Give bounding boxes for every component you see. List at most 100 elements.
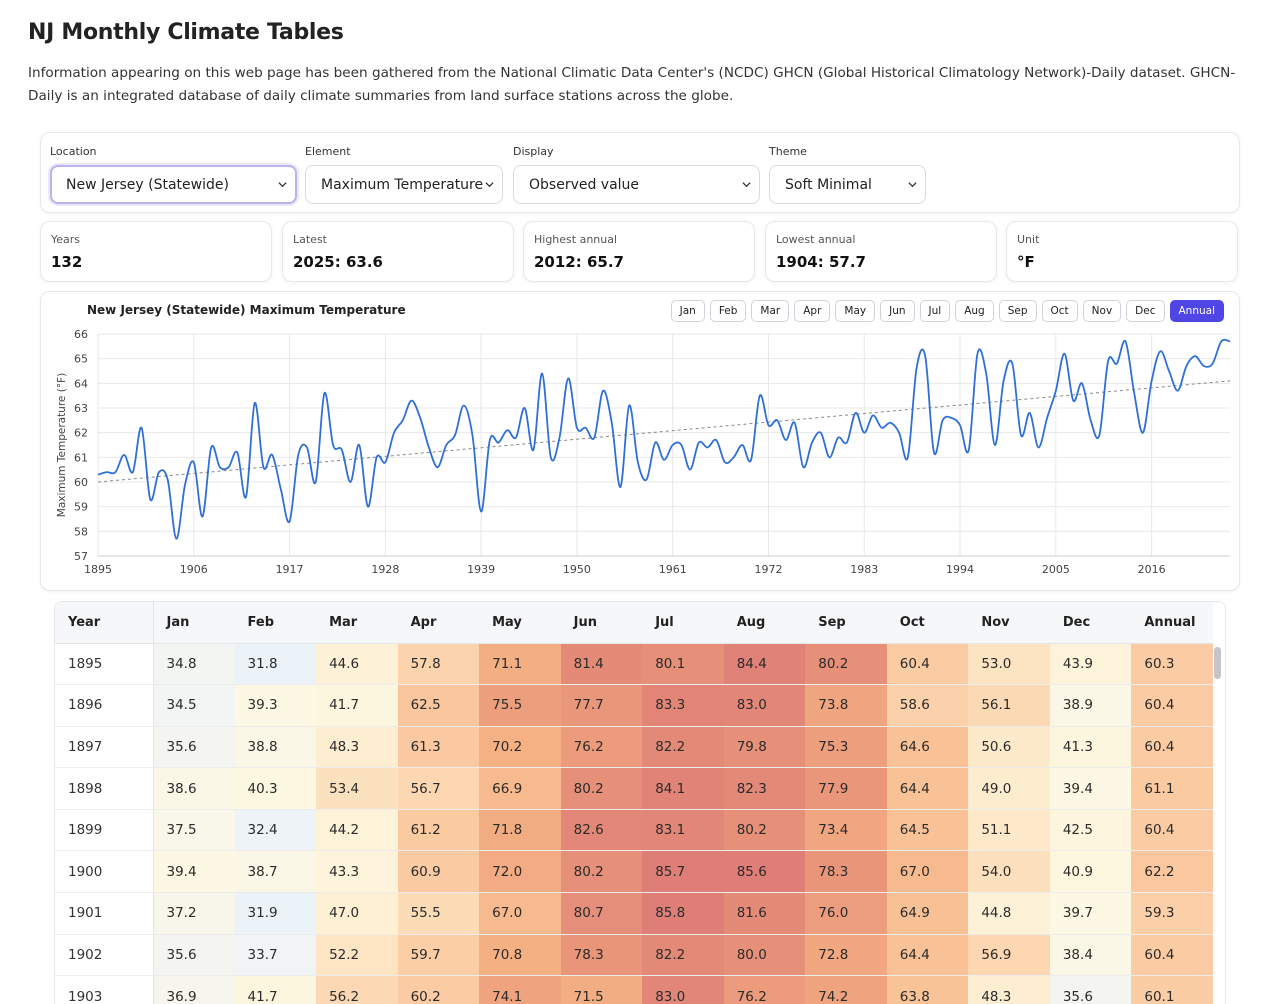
value-cell-apr: 57.8 (397, 643, 480, 686)
value-cell-jul: 83.3 (642, 684, 724, 727)
y-tick-label: 62 (74, 427, 88, 440)
theme-value: Soft Minimal (785, 176, 872, 193)
column-header-aug[interactable]: Aug (723, 602, 806, 644)
tab-sep[interactable]: Sep (998, 300, 1037, 322)
x-tick-label: 1906 (180, 563, 208, 576)
value-cell-jul: 85.7 (642, 850, 724, 894)
value-cell-nov: 56.9 (968, 934, 1050, 977)
column-header-apr[interactable]: Apr (397, 602, 480, 644)
element-select[interactable]: Maximum Temperature (305, 165, 503, 204)
column-header-jun[interactable]: Jun (560, 602, 643, 644)
table-row: 1900 39.4 38.7 43.3 60.9 72.0 80.2 85.7 85.6 78.3… (55, 850, 1213, 894)
column-header-jul[interactable]: Jul (642, 602, 724, 644)
value-cell-annual: 60.4 (1131, 684, 1213, 727)
tab-aug[interactable]: Aug (955, 300, 994, 322)
value-cell-apr: 61.2 (397, 809, 480, 852)
chevron-down-icon (908, 182, 917, 188)
stat-latest: Latest 2025: 63.6 (282, 221, 514, 282)
value-cell-dec: 39.4 (1049, 767, 1132, 810)
value-cell-oct: 63.8 (886, 975, 969, 1004)
value-cell-jan: 37.2 (153, 892, 235, 935)
column-header-sep[interactable]: Sep (805, 602, 887, 644)
tab-annual[interactable]: Annual (1169, 300, 1224, 322)
value-cell-apr: 56.7 (397, 767, 480, 810)
tab-may[interactable]: May (835, 300, 876, 322)
value-cell-annual: 59.3 (1131, 892, 1213, 935)
location-value: New Jersey (Statewide) (66, 176, 229, 193)
value-cell-sep: 74.2 (805, 975, 887, 1004)
column-header-feb[interactable]: Feb (234, 602, 317, 644)
display-select[interactable]: Observed value (513, 165, 760, 204)
x-tick-label: 2016 (1138, 563, 1166, 576)
tab-dec[interactable]: Dec (1126, 300, 1165, 322)
column-header-oct[interactable]: Oct (886, 602, 969, 644)
value-cell-jan: 35.6 (153, 726, 235, 769)
x-tick-label: 1928 (371, 563, 399, 576)
value-cell-jul: 82.2 (642, 726, 724, 769)
y-tick-label: 63 (74, 402, 88, 415)
table-row: 1902 35.6 33.7 52.2 59.7 70.8 78.3 82.2 80.0 72.8… (55, 934, 1213, 977)
column-header-may[interactable]: May (479, 602, 561, 644)
column-header-annual[interactable]: Annual (1131, 602, 1213, 644)
element-value: Maximum Temperature (321, 176, 484, 193)
value-cell-may: 70.8 (479, 934, 561, 977)
year-cell: 1897 (55, 726, 154, 769)
column-header-dec[interactable]: Dec (1049, 602, 1132, 644)
value-cell-jan: 39.4 (153, 850, 235, 894)
table-row: 1896 34.5 39.3 41.7 62.5 75.5 77.7 83.3 83.0 73.8… (55, 684, 1213, 727)
climate-table: Year Jan Feb Mar Apr May Jun Jul Aug Sep Oct Nov Dec… (55, 602, 1213, 1004)
theme-select[interactable]: Soft Minimal (769, 165, 926, 204)
year-cell: 1899 (55, 809, 154, 852)
column-header-year[interactable]: Year (55, 602, 154, 644)
table-row: 1899 37.5 32.4 44.2 61.2 71.8 82.6 83.1 80.2 73.4… (55, 809, 1213, 852)
value-cell-feb: 39.3 (234, 684, 317, 727)
x-tick-label: 1950 (563, 563, 591, 576)
value-cell-oct: 60.4 (886, 643, 969, 686)
tab-mar[interactable]: Mar (751, 300, 790, 322)
value-cell-mar: 41.7 (316, 684, 398, 727)
tab-jul[interactable]: Jul (919, 300, 951, 322)
value-cell-jun: 78.3 (560, 934, 643, 977)
tab-feb[interactable]: Feb (709, 300, 747, 322)
y-axis-label: Maximum Temperature (°F) (56, 373, 68, 517)
value-cell-aug: 76.2 (723, 975, 806, 1004)
value-cell-feb: 41.7 (234, 975, 317, 1004)
y-tick-label: 57 (74, 550, 88, 563)
value-cell-may: 70.2 (479, 726, 561, 769)
value-cell-aug: 81.6 (723, 892, 806, 935)
location-select[interactable]: New Jersey (Statewide) (50, 165, 297, 204)
value-cell-dec: 39.7 (1049, 892, 1132, 935)
tab-jun[interactable]: Jun (880, 300, 915, 322)
column-header-jan[interactable]: Jan (153, 602, 235, 644)
value-cell-may: 67.0 (479, 892, 561, 935)
tab-jan[interactable]: Jan (670, 300, 705, 322)
value-cell-mar: 44.6 (316, 643, 398, 686)
location-label: Location (50, 145, 97, 158)
stat-unit: Unit °F (1006, 221, 1238, 282)
value-cell-jan: 35.6 (153, 934, 235, 977)
value-cell-jun: 81.4 (560, 643, 643, 686)
month-tabs: Jan Feb Mar Apr May Jun Jul Aug Sep Oct Nov Dec Annu… (670, 300, 1224, 322)
value-cell-annual: 61.1 (1131, 767, 1213, 810)
x-tick-label: 1895 (84, 563, 112, 576)
table-header-row: Year Jan Feb Mar Apr May Jun Jul Aug Sep Oct Nov Dec… (55, 602, 1213, 644)
y-tick-label: 60 (74, 476, 88, 489)
column-header-mar[interactable]: Mar (316, 602, 398, 644)
value-cell-jun: 80.2 (560, 767, 643, 810)
value-cell-aug: 80.2 (723, 809, 806, 852)
column-header-nov[interactable]: Nov (968, 602, 1050, 644)
tab-nov[interactable]: Nov (1082, 300, 1122, 322)
value-cell-mar: 43.3 (316, 850, 398, 894)
x-tick-label: 1972 (754, 563, 782, 576)
table-scrollbar[interactable] (1214, 647, 1221, 679)
value-cell-aug: 82.3 (723, 767, 806, 810)
tab-oct[interactable]: Oct (1041, 300, 1078, 322)
value-cell-jan: 37.5 (153, 809, 235, 852)
value-cell-oct: 58.6 (886, 684, 969, 727)
tab-apr[interactable]: Apr (794, 300, 831, 322)
x-tick-label: 1983 (850, 563, 878, 576)
chevron-down-icon (742, 182, 751, 188)
y-tick-label: 66 (74, 328, 88, 341)
x-tick-label: 1961 (659, 563, 687, 576)
value-cell-apr: 61.3 (397, 726, 480, 769)
